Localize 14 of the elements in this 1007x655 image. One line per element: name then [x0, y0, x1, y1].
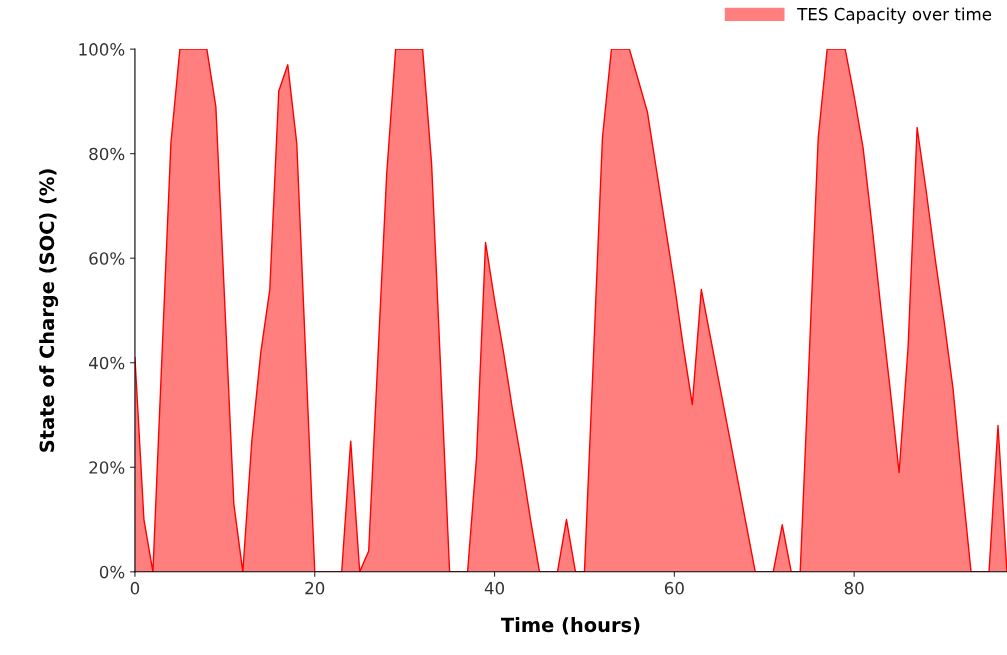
- x-tick-label: 20: [305, 581, 325, 595]
- y-tick-label: 100%: [79, 43, 125, 56]
- x-tick-label: 40: [484, 581, 505, 595]
- y-tick-label: 0%: [99, 565, 125, 579]
- x-tick-label: 80: [844, 581, 864, 595]
- x-tick-label: 0: [130, 581, 140, 595]
- x-axis-title: Time (hours): [501, 617, 640, 635]
- y-tick-label: 60%: [89, 252, 125, 265]
- y-tick-label: 20%: [89, 461, 125, 474]
- y-axis-title: State of Charge (SOC) (%): [39, 169, 59, 452]
- x-tick-label: 60: [664, 581, 684, 595]
- y-tick-label: 40%: [88, 356, 125, 370]
- legend-label: TES Capacity over time: [797, 7, 992, 24]
- y-tick-label: 80%: [89, 147, 125, 161]
